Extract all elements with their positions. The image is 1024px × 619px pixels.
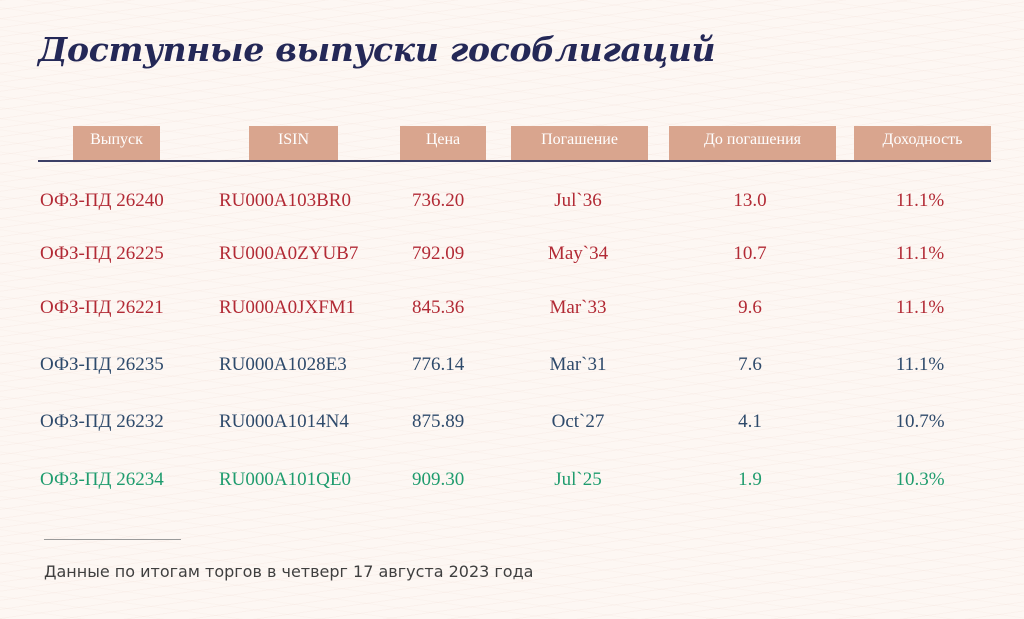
row-3-price: 845.36 xyxy=(412,297,465,318)
row-4-yield: 11.1% xyxy=(895,354,945,375)
column-header-isin: ISIN xyxy=(249,126,338,160)
footnote-divider xyxy=(44,539,181,540)
row-4-price: 776.14 xyxy=(412,354,465,375)
row-4-isin: RU000A1028E3 xyxy=(219,354,347,375)
row-6-price: 909.30 xyxy=(412,469,465,490)
row-1-maturity: Jul`36 xyxy=(554,190,602,211)
row-2-price: 792.09 xyxy=(412,243,465,264)
column-header-maturity: Погашение xyxy=(511,126,648,160)
row-3-yield: 11.1% xyxy=(895,297,945,318)
row-3-issue: ОФЗ-ПД 26221 xyxy=(40,297,164,318)
row-6-issue: ОФЗ-ПД 26234 xyxy=(40,469,164,490)
row-2-maturity: May`34 xyxy=(547,243,609,264)
row-1-price: 736.20 xyxy=(412,190,465,211)
row-3-years-to-maturity: 9.6 xyxy=(738,297,762,318)
row-3-maturity: Mar`33 xyxy=(549,297,607,318)
row-4-maturity: Mar`31 xyxy=(549,354,607,375)
row-6-years-to-maturity: 1.9 xyxy=(738,469,762,490)
row-5-price: 875.89 xyxy=(412,411,465,432)
footnote: Данные по итогам торгов в четверг 17 авг… xyxy=(44,562,534,581)
row-5-issue: ОФЗ-ПД 26232 xyxy=(40,411,164,432)
row-2-years-to-maturity: 10.7 xyxy=(733,243,767,264)
row-4-years-to-maturity: 7.6 xyxy=(738,354,762,375)
row-1-years-to-maturity: 13.0 xyxy=(733,190,767,211)
row-6-maturity: Jul`25 xyxy=(554,469,602,490)
row-4-issue: ОФЗ-ПД 26235 xyxy=(40,354,164,375)
header-divider xyxy=(38,160,991,162)
row-2-issue: ОФЗ-ПД 26225 xyxy=(40,243,164,264)
row-5-years-to-maturity: 4.1 xyxy=(738,411,762,432)
column-header-years-to-maturity: До погашения xyxy=(669,126,836,160)
page-title: Доступные выпуски гособлигаций xyxy=(38,30,716,69)
row-5-isin: RU000A1014N4 xyxy=(219,411,349,432)
row-2-yield: 11.1% xyxy=(895,243,945,264)
row-2-isin: RU000A0ZYUB7 xyxy=(219,243,359,264)
row-5-maturity: Oct`27 xyxy=(551,411,605,432)
column-header-issue: Выпуск xyxy=(73,126,160,160)
row-1-issue: ОФЗ-ПД 26240 xyxy=(40,190,164,211)
row-5-yield: 10.7% xyxy=(895,411,945,432)
row-3-isin: RU000A0JXFM1 xyxy=(219,297,356,318)
row-1-isin: RU000A103BR0 xyxy=(219,190,351,211)
row-6-isin: RU000A101QE0 xyxy=(219,469,351,490)
column-header-price: Цена xyxy=(400,126,486,160)
row-6-yield: 10.3% xyxy=(895,469,945,490)
row-1-yield: 11.1% xyxy=(895,190,945,211)
column-header-yield: Доходность xyxy=(854,126,991,160)
